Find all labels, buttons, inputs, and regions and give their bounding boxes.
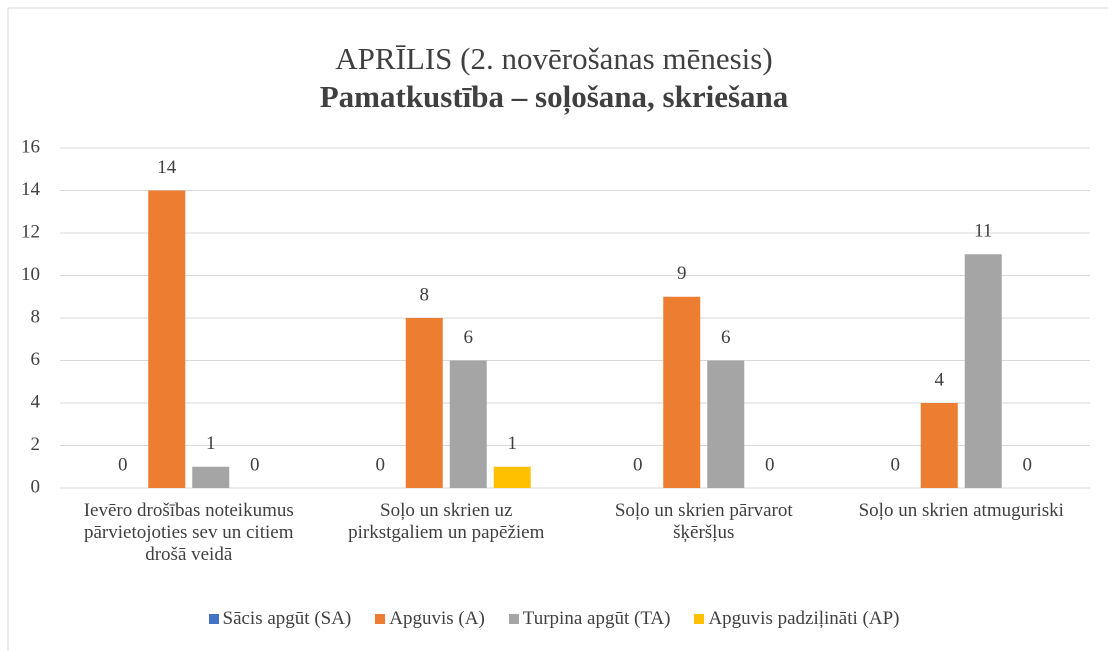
legend-item: Apguvis (A) <box>375 608 485 630</box>
legend-swatch <box>694 614 705 624</box>
x-tick-label: Soļo un skrien atmuguriski <box>858 500 1064 521</box>
data-label: 1 <box>206 433 216 454</box>
data-label: 0 <box>118 454 128 475</box>
legend: Sācis apgūt (SA) Apguvis (A) Turpina apgūt… <box>0 608 1108 630</box>
bar <box>493 466 531 488</box>
legend-label: Turpina apgūt (TA) <box>522 608 671 629</box>
y-tick-label: 16 <box>21 136 40 157</box>
legend-label: Sācis apgūt (SA) <box>222 608 352 629</box>
y-tick-label: 4 <box>31 391 41 412</box>
legend-swatch <box>508 614 519 624</box>
data-label: 6 <box>721 327 731 348</box>
x-tick-label: Soļo un skrien uz pirkstgaliem un papēži… <box>348 500 545 543</box>
data-label: 0 <box>765 454 775 475</box>
y-tick-label: 14 <box>21 179 41 200</box>
legend-swatch <box>208 614 219 624</box>
legend-item: Sācis apgūt (SA) <box>208 608 352 630</box>
data-label: 4 <box>935 369 945 390</box>
data-label: 0 <box>376 454 386 475</box>
y-tick-label: 6 <box>31 349 41 370</box>
legend-item: Turpina apgūt (TA) <box>508 608 671 630</box>
data-label: 0 <box>633 454 643 475</box>
legend-item: Apguvis padziļināti (AP) <box>694 608 899 630</box>
data-label: 0 <box>891 454 901 475</box>
bar <box>663 296 701 488</box>
bar <box>920 403 958 488</box>
x-tick-label: Soļo un skrien pārvarot šķēršļus <box>614 500 793 543</box>
bar <box>449 360 487 488</box>
y-tick-label: 10 <box>21 264 40 285</box>
bar <box>964 254 1002 488</box>
bar <box>707 360 745 488</box>
y-tick-label: 2 <box>31 434 41 455</box>
data-label: 6 <box>464 327 474 348</box>
legend-swatch <box>375 614 386 624</box>
chart-subtitle: Pamatkustība – soļošana, skriešana <box>320 79 789 115</box>
data-label: 11 <box>974 221 992 242</box>
bar <box>148 190 186 488</box>
chart-border <box>7 7 1108 651</box>
legend-label: Apguvis (A) <box>389 608 485 629</box>
bar <box>405 318 443 488</box>
legend-label: Apguvis padziļināti (AP) <box>708 608 900 629</box>
data-label: 14 <box>157 157 177 178</box>
data-label: 0 <box>250 454 260 475</box>
x-tick-label: Ievēro drošības noteikumus pārvietojotie… <box>83 500 294 565</box>
data-label: 8 <box>420 284 430 305</box>
chart-title: APRĪLIS (2. novērošanas mēnesis) <box>335 41 772 76</box>
bar <box>192 466 230 488</box>
data-label: 0 <box>1023 454 1033 475</box>
y-tick-label: 8 <box>31 306 41 327</box>
y-tick-label: 0 <box>31 476 41 497</box>
data-label: 1 <box>508 433 518 454</box>
y-tick-label: 12 <box>21 221 40 242</box>
data-label: 9 <box>677 263 687 284</box>
